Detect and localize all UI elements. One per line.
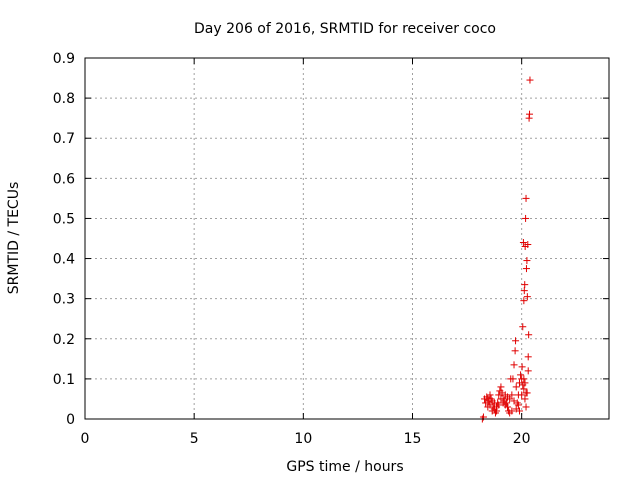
data-point (525, 331, 533, 339)
data-point (508, 391, 516, 399)
data-point (495, 401, 503, 409)
data-point (514, 401, 522, 409)
data-point (519, 239, 527, 247)
data-point (522, 389, 530, 397)
y-tick-label: 0 (66, 412, 75, 428)
y-tick-label: 0.1 (53, 372, 75, 388)
data-point (486, 391, 494, 399)
data-point (521, 379, 529, 387)
data-point (522, 214, 530, 222)
data-point (506, 409, 514, 417)
plot-frame (84, 57, 610, 420)
data-point (521, 395, 529, 403)
data-point (509, 375, 517, 383)
data-point (526, 110, 534, 118)
y-tick-label: 0.5 (53, 211, 75, 227)
data-point (518, 363, 526, 371)
data-point (520, 297, 528, 305)
x-tick-label: 5 (190, 431, 199, 447)
data-point (517, 371, 525, 379)
data-point (520, 287, 528, 295)
data-point (524, 367, 532, 375)
y-tick-label: 0.3 (53, 292, 75, 308)
y-tick-label: 0.7 (53, 131, 75, 147)
data-points (478, 76, 534, 423)
data-point (510, 361, 518, 369)
x-tick-label: 15 (404, 431, 422, 447)
data-point (512, 337, 520, 345)
data-point (512, 383, 520, 391)
y-axis-label: SRMTID / TECUs (6, 182, 22, 295)
y-tick-label: 0.9 (53, 51, 75, 67)
data-point (499, 399, 507, 407)
data-point (523, 293, 531, 301)
data-point (521, 281, 529, 289)
x-tick-label: 0 (81, 431, 90, 447)
y-tick-label: 0.8 (53, 91, 75, 107)
y-tick-label: 0.2 (53, 332, 75, 348)
data-point (524, 353, 532, 361)
data-point (520, 385, 528, 393)
data-point (510, 397, 518, 405)
x-tick-label: 10 (294, 431, 312, 447)
grid (85, 58, 609, 419)
data-point (526, 76, 534, 84)
data-point (518, 391, 526, 399)
data-point (488, 397, 496, 405)
x-axis-label: GPS time / hours (286, 459, 403, 475)
data-point (511, 347, 519, 355)
data-point (501, 391, 509, 399)
axis-ticks: 0 0.1 0.2 0.3 0.4 0.5 0.6 0.7 0.8 0.9 0 5 10 15 20 (53, 51, 609, 447)
x-tick-label: 20 (513, 431, 531, 447)
data-point (523, 257, 531, 265)
y-tick-label: 0.6 (53, 171, 75, 187)
data-point (493, 407, 501, 415)
data-point (522, 194, 530, 202)
data-point (503, 403, 511, 411)
data-point (522, 265, 530, 273)
y-tick-label: 0.4 (53, 252, 75, 268)
data-point (512, 405, 520, 413)
data-point (497, 383, 505, 391)
data-point (520, 375, 528, 383)
data-point (522, 403, 530, 411)
chart-title: Day 206 of 2016, SRMTID for receiver coc… (194, 21, 496, 37)
data-point (497, 395, 505, 403)
data-point (519, 323, 527, 331)
data-point (524, 241, 532, 249)
data-point (484, 395, 492, 403)
